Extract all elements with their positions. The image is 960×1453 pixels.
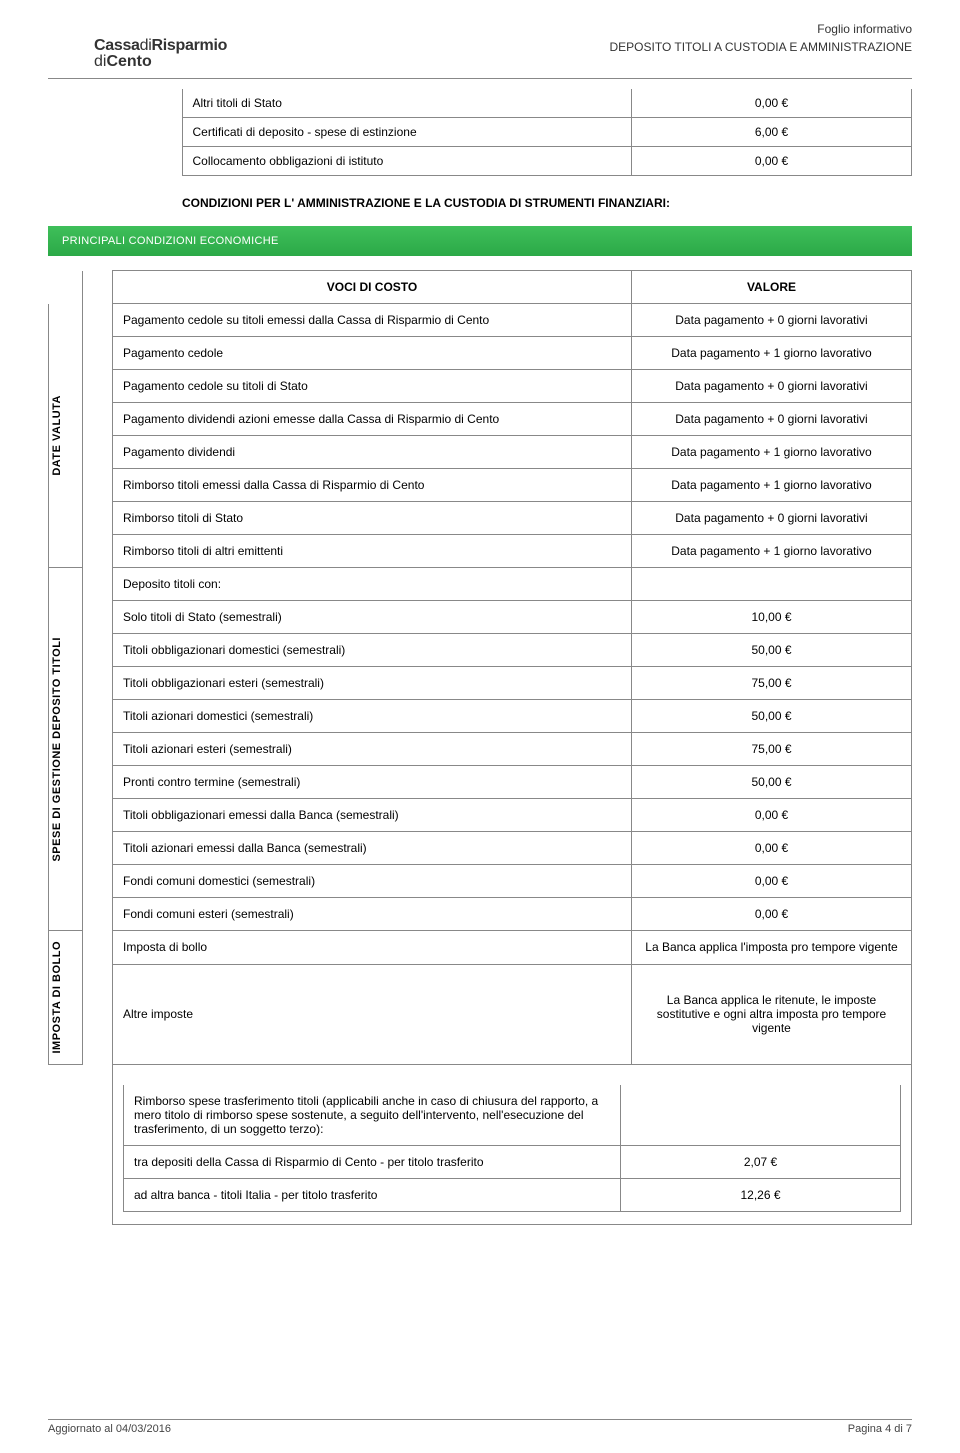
row-label: Titoli obbligazionari domestici (semestr…	[113, 634, 632, 667]
note-empty	[621, 1085, 901, 1146]
brand-post: Risparmio	[152, 37, 228, 54]
row-value: 0,00 €	[632, 898, 912, 931]
row-label: Pagamento cedole su titoli emessi dalla …	[113, 304, 632, 337]
logo-icon	[48, 36, 88, 72]
row-value: 10,00 €	[632, 601, 912, 634]
row-value: La Banca applica l'imposta pro tempore v…	[632, 931, 912, 965]
header-line-2: DEPOSITO TITOLI A CUSTODIA E AMMINISTRAZ…	[609, 40, 912, 54]
row-value: 50,00 €	[632, 634, 912, 667]
row-label: Titoli obbligazionari esteri (semestrali…	[113, 667, 632, 700]
condizioni-heading: CONDIZIONI PER L' AMMINISTRAZIONE E LA C…	[182, 196, 912, 210]
row-value: 0,00 €	[632, 832, 912, 865]
section-title: SPESE DI GESTIONE DEPOSITO TITOLI	[49, 627, 65, 872]
row-value: 50,00 €	[632, 700, 912, 733]
row-value: Data pagamento + 1 giorno lavorativo	[632, 469, 912, 502]
section-head: SPESE DI GESTIONE DEPOSITO TITOLI	[49, 568, 83, 931]
row-label: Solo titoli di Stato (semestrali)	[113, 601, 632, 634]
row-value: 75,00 €	[632, 667, 912, 700]
brand-pre: Cassa	[94, 37, 140, 54]
col-header-voci: VOCI DI COSTO	[113, 271, 632, 304]
row-value: 75,00 €	[632, 733, 912, 766]
row-label: Pronti contro termine (semestrali)	[113, 766, 632, 799]
top-spacer	[48, 118, 182, 147]
top-row-label: Collocamento obbligazioni di istituto	[182, 147, 632, 176]
row-label: Rimborso titoli di Stato	[113, 502, 632, 535]
row-label: Fondi comuni esteri (semestrali)	[113, 898, 632, 931]
row-value: 50,00 €	[632, 766, 912, 799]
section-title: DATE VALUTA	[49, 385, 65, 486]
row-value: Data pagamento + 1 giorno lavorativo	[632, 436, 912, 469]
row-label: Titoli azionari esteri (semestrali)	[113, 733, 632, 766]
row-value: Data pagamento + 1 giorno lavorativo	[632, 337, 912, 370]
top-row-value: 0,00 €	[632, 147, 912, 176]
row-value: Data pagamento + 0 giorni lavorativi	[632, 304, 912, 337]
row-label: Pagamento cedole su titoli di Stato	[113, 370, 632, 403]
row-value: Data pagamento + 0 giorni lavorativi	[632, 403, 912, 436]
top-row-label: Altri titoli di Stato	[182, 89, 632, 118]
top-table: Altri titoli di Stato0,00 €Certificati d…	[48, 89, 912, 176]
header-right: Foglio informativo DEPOSITO TITOLI A CUS…	[609, 22, 912, 54]
row-value	[632, 568, 912, 601]
footer-right: Pagina 4 di 7	[848, 1423, 912, 1435]
top-row-value: 6,00 €	[632, 118, 912, 147]
row-value: Data pagamento + 0 giorni lavorativi	[632, 370, 912, 403]
note-row-label: ad altra banca - titoli Italia - per tit…	[124, 1178, 621, 1211]
row-label: Altre imposte	[113, 964, 632, 1064]
main-table: VOCI DI COSTOVALORE DATE VALUTA Pagamento …	[48, 270, 912, 1065]
row-label: Rimborso titoli di altri emittenti	[113, 535, 632, 568]
top-row-value: 0,00 €	[632, 89, 912, 118]
note-text: Rimborso spese trasferimento titoli (app…	[124, 1085, 621, 1146]
row-label: Pagamento cedole	[113, 337, 632, 370]
note-row-value: 12,26 €	[621, 1178, 901, 1211]
row-label: Pagamento dividendi	[113, 436, 632, 469]
note-row-label: tra depositi della Cassa di Risparmio di…	[124, 1145, 621, 1178]
row-label: Fondi comuni domestici (semestrali)	[113, 865, 632, 898]
section-head: IMPOSTA DI BOLLO	[49, 931, 83, 1065]
header-bar: CassadiRisparmio diCento Foglio informat…	[48, 22, 912, 79]
logo-text: CassadiRisparmio diCento	[94, 38, 227, 70]
row-label: Imposta di bollo	[113, 931, 632, 965]
row-label: Titoli azionari emessi dalla Banca (seme…	[113, 832, 632, 865]
note-row-value: 2,07 €	[621, 1145, 901, 1178]
row-value: 0,00 €	[632, 799, 912, 832]
brand-sub-pre: di	[94, 53, 106, 70]
footer-left: Aggiornato al 04/03/2016	[48, 1423, 171, 1435]
row-value: Data pagamento + 0 giorni lavorativi	[632, 502, 912, 535]
footer: Aggiornato al 04/03/2016 Pagina 4 di 7	[48, 1419, 912, 1435]
row-label: Deposito titoli con:	[113, 568, 632, 601]
row-value: Data pagamento + 1 giorno lavorativo	[632, 535, 912, 568]
logo: CassadiRisparmio diCento	[48, 36, 227, 72]
green-band: PRINCIPALI CONDIZIONI ECONOMICHE	[48, 226, 912, 256]
section-head: DATE VALUTA	[49, 304, 83, 568]
row-label: Titoli azionari domestici (semestrali)	[113, 700, 632, 733]
brand-sub-post: Cento	[106, 53, 151, 70]
note-block: Rimborso spese trasferimento titoli (app…	[112, 1065, 912, 1225]
header-line-1: Foglio informativo	[609, 22, 912, 36]
brand-mid: di	[140, 37, 152, 54]
section-title: IMPOSTA DI BOLLO	[49, 931, 65, 1064]
row-label: Titoli obbligazionari emessi dalla Banca…	[113, 799, 632, 832]
top-spacer	[48, 147, 182, 176]
row-label: Rimborso titoli emessi dalla Cassa di Ri…	[113, 469, 632, 502]
row-value: La Banca applica le ritenute, le imposte…	[632, 964, 912, 1064]
top-spacer	[48, 89, 182, 118]
top-row-label: Certificati di deposito - spese di estin…	[182, 118, 632, 147]
col-header-valore: VALORE	[632, 271, 912, 304]
row-label: Pagamento dividendi azioni emesse dalla …	[113, 403, 632, 436]
row-value: 0,00 €	[632, 865, 912, 898]
